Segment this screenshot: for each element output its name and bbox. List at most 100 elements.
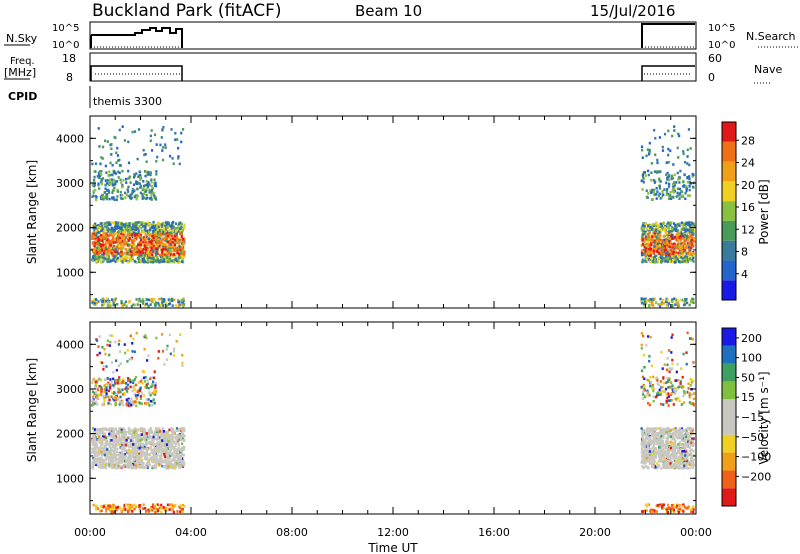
range-cell [159,462,162,466]
range-cell [156,437,159,441]
range-cell [109,259,113,263]
range-cell [124,231,127,235]
range-cell [153,181,156,185]
range-cell [93,225,96,228]
colorbar-segment [722,161,736,182]
range-cell [177,298,180,302]
range-cell [150,184,153,188]
range-cell [94,239,98,243]
range-cell [665,245,669,249]
range-cell [653,128,656,132]
range-cell [103,387,106,391]
range-cell [648,259,652,262]
range-cell [133,400,136,404]
range-cell [126,442,129,445]
range-cell [163,246,166,250]
range-cell [687,235,690,238]
range-cell [116,440,119,444]
range-cell [107,240,110,244]
range-cell [174,131,177,135]
range-cell [678,243,681,247]
range-cell [152,452,155,455]
range-cell [641,231,645,235]
range-cell [125,228,128,232]
range-cell [125,255,128,258]
range-cell [102,253,105,256]
range-cell [157,447,161,451]
range-cell [135,172,138,175]
range-cell [163,232,166,236]
range-cell [114,231,118,235]
range-cell [177,249,180,253]
range-cell [692,173,695,177]
range-cell [663,188,666,191]
range-cell [164,439,167,443]
range-cell [110,438,113,442]
range-cell [180,300,183,304]
range-cell [642,297,645,301]
range-cell [110,456,113,459]
range-cell [112,434,115,438]
range-cell [183,252,186,256]
range-cell [151,509,154,512]
freq-trace-2 [641,65,695,81]
range-cell [686,162,689,165]
range-cell [103,446,106,450]
range-cell [138,465,141,468]
range-cell [104,187,107,191]
range-cell [646,243,649,246]
range-cell [160,232,163,236]
range-cell [120,239,124,243]
range-cell [117,453,120,457]
range-cell [652,304,655,307]
range-cell [641,434,644,437]
range-cell [95,506,98,510]
range-cell [689,249,692,252]
range-cell [111,253,114,257]
range-cell [104,246,107,250]
range-cell [666,233,669,237]
range-cell [692,301,695,304]
range-cell [91,195,94,199]
range-cell [152,244,155,247]
range-cell [682,254,685,258]
range-cell [174,257,178,261]
range-cell [110,447,113,451]
range-cell [137,175,140,179]
range-cell [138,170,142,174]
range-cell [164,444,167,447]
range-cell [130,403,133,407]
range-cell [125,382,128,385]
range-cell [670,242,673,245]
range-cell [641,173,644,177]
range-cell [98,384,101,388]
range-cell [166,451,169,455]
range-cell [692,231,695,234]
range-cell [177,446,180,449]
range-cell [101,361,104,365]
range-cell [654,241,657,245]
range-cell [132,386,135,389]
range-cell [101,461,104,465]
range-cell [171,157,174,160]
range-cell [130,251,133,255]
range-cell [657,449,660,452]
range-cell [118,244,121,248]
range-cell [100,248,104,252]
range-cell [166,222,169,226]
range-cell [91,183,94,186]
range-cell [152,247,156,251]
range-cell [114,457,117,461]
range-cell [153,304,157,307]
range-cell [120,246,123,250]
range-cell [127,507,130,511]
range-cell [129,429,132,433]
range-cell [128,252,131,255]
range-cell [676,238,680,241]
range-cell [668,239,671,242]
range-cell [151,464,155,468]
range-cell [685,234,689,238]
range-cell [174,138,177,142]
range-cell [138,240,141,244]
range-cell [181,128,185,131]
